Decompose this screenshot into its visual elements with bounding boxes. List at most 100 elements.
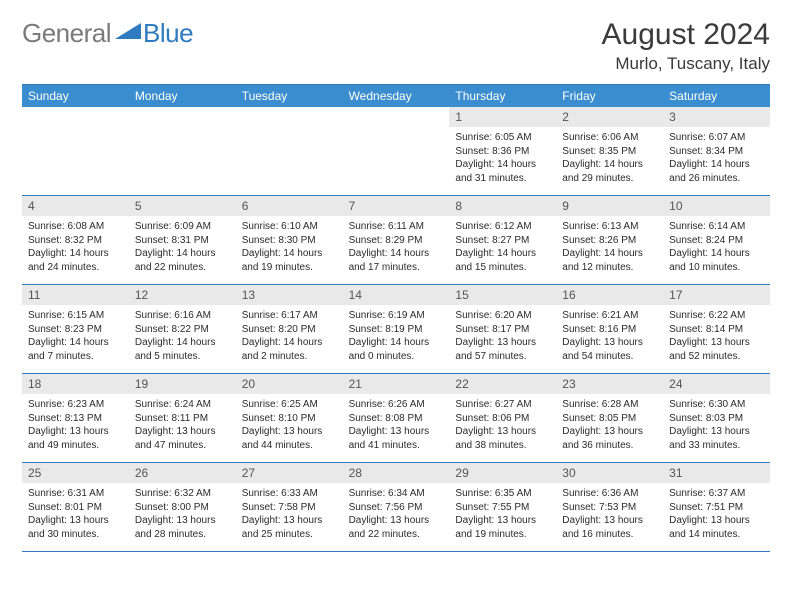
day-details: Sunrise: 6:10 AMSunset: 8:30 PMDaylight:… xyxy=(236,216,343,284)
day-number: 17 xyxy=(663,285,770,305)
day-details: Sunrise: 6:08 AMSunset: 8:32 PMDaylight:… xyxy=(22,216,129,284)
day-details: Sunrise: 6:23 AMSunset: 8:13 PMDaylight:… xyxy=(22,394,129,462)
day-details: Sunrise: 6:09 AMSunset: 8:31 PMDaylight:… xyxy=(129,216,236,284)
day-number: 18 xyxy=(22,374,129,394)
calendar-day-cell: 26Sunrise: 6:32 AMSunset: 8:00 PMDayligh… xyxy=(129,463,236,551)
calendar-day-cell: 27Sunrise: 6:33 AMSunset: 7:58 PMDayligh… xyxy=(236,463,343,551)
calendar-day-cell: 3Sunrise: 6:07 AMSunset: 8:34 PMDaylight… xyxy=(663,107,770,195)
calendar-page: General Blue August 2024 Murlo, Tuscany,… xyxy=(0,0,792,570)
calendar-day-cell: 17Sunrise: 6:22 AMSunset: 8:14 PMDayligh… xyxy=(663,285,770,373)
calendar-day-cell: 30Sunrise: 6:36 AMSunset: 7:53 PMDayligh… xyxy=(556,463,663,551)
calendar-day-cell xyxy=(129,107,236,195)
day-number: 9 xyxy=(556,196,663,216)
weekday-header-row: SundayMondayTuesdayWednesdayThursdayFrid… xyxy=(22,85,770,107)
day-number: 30 xyxy=(556,463,663,483)
day-details: Sunrise: 6:28 AMSunset: 8:05 PMDaylight:… xyxy=(556,394,663,462)
day-number: 10 xyxy=(663,196,770,216)
day-details: Sunrise: 6:14 AMSunset: 8:24 PMDaylight:… xyxy=(663,216,770,284)
day-number: 11 xyxy=(22,285,129,305)
day-number: 20 xyxy=(236,374,343,394)
calendar-day-cell: 2Sunrise: 6:06 AMSunset: 8:35 PMDaylight… xyxy=(556,107,663,195)
calendar-week-row: 25Sunrise: 6:31 AMSunset: 8:01 PMDayligh… xyxy=(22,463,770,552)
calendar-day-cell: 7Sunrise: 6:11 AMSunset: 8:29 PMDaylight… xyxy=(343,196,450,284)
calendar-day-cell: 5Sunrise: 6:09 AMSunset: 8:31 PMDaylight… xyxy=(129,196,236,284)
day-number: 21 xyxy=(343,374,450,394)
day-number: 5 xyxy=(129,196,236,216)
calendar-day-cell: 21Sunrise: 6:26 AMSunset: 8:08 PMDayligh… xyxy=(343,374,450,462)
day-details: Sunrise: 6:24 AMSunset: 8:11 PMDaylight:… xyxy=(129,394,236,462)
calendar-day-cell: 22Sunrise: 6:27 AMSunset: 8:06 PMDayligh… xyxy=(449,374,556,462)
title-block: August 2024 Murlo, Tuscany, Italy xyxy=(602,18,770,74)
day-details: Sunrise: 6:16 AMSunset: 8:22 PMDaylight:… xyxy=(129,305,236,373)
day-details: Sunrise: 6:20 AMSunset: 8:17 PMDaylight:… xyxy=(449,305,556,373)
day-details: Sunrise: 6:15 AMSunset: 8:23 PMDaylight:… xyxy=(22,305,129,373)
calendar-day-cell: 1Sunrise: 6:05 AMSunset: 8:36 PMDaylight… xyxy=(449,107,556,195)
day-number: 7 xyxy=(343,196,450,216)
day-details: Sunrise: 6:07 AMSunset: 8:34 PMDaylight:… xyxy=(663,127,770,195)
weekday-header: Wednesday xyxy=(343,85,450,107)
weekday-header: Thursday xyxy=(449,85,556,107)
month-title: August 2024 xyxy=(602,18,770,52)
brand-text-blue: Blue xyxy=(143,18,193,49)
calendar-day-cell: 24Sunrise: 6:30 AMSunset: 8:03 PMDayligh… xyxy=(663,374,770,462)
day-number: 1 xyxy=(449,107,556,127)
day-details: Sunrise: 6:33 AMSunset: 7:58 PMDaylight:… xyxy=(236,483,343,551)
day-details: Sunrise: 6:34 AMSunset: 7:56 PMDaylight:… xyxy=(343,483,450,551)
day-details: Sunrise: 6:36 AMSunset: 7:53 PMDaylight:… xyxy=(556,483,663,551)
calendar-day-cell xyxy=(22,107,129,195)
calendar-day-cell: 28Sunrise: 6:34 AMSunset: 7:56 PMDayligh… xyxy=(343,463,450,551)
day-number: 24 xyxy=(663,374,770,394)
calendar-day-cell: 4Sunrise: 6:08 AMSunset: 8:32 PMDaylight… xyxy=(22,196,129,284)
day-details: Sunrise: 6:31 AMSunset: 8:01 PMDaylight:… xyxy=(22,483,129,551)
calendar-day-cell xyxy=(236,107,343,195)
day-number: 25 xyxy=(22,463,129,483)
day-number: 8 xyxy=(449,196,556,216)
day-number: 22 xyxy=(449,374,556,394)
day-number: 26 xyxy=(129,463,236,483)
weekday-header: Tuesday xyxy=(236,85,343,107)
calendar-day-cell: 8Sunrise: 6:12 AMSunset: 8:27 PMDaylight… xyxy=(449,196,556,284)
day-number: 14 xyxy=(343,285,450,305)
calendar-day-cell: 10Sunrise: 6:14 AMSunset: 8:24 PMDayligh… xyxy=(663,196,770,284)
calendar-week-row: 4Sunrise: 6:08 AMSunset: 8:32 PMDaylight… xyxy=(22,196,770,285)
weekday-header: Saturday xyxy=(663,85,770,107)
day-details: Sunrise: 6:19 AMSunset: 8:19 PMDaylight:… xyxy=(343,305,450,373)
calendar-week-row: 1Sunrise: 6:05 AMSunset: 8:36 PMDaylight… xyxy=(22,107,770,196)
brand-logo: General Blue xyxy=(22,18,193,49)
weekday-header: Friday xyxy=(556,85,663,107)
day-details: Sunrise: 6:12 AMSunset: 8:27 PMDaylight:… xyxy=(449,216,556,284)
calendar-day-cell: 23Sunrise: 6:28 AMSunset: 8:05 PMDayligh… xyxy=(556,374,663,462)
day-details: Sunrise: 6:27 AMSunset: 8:06 PMDaylight:… xyxy=(449,394,556,462)
day-number: 29 xyxy=(449,463,556,483)
calendar-day-cell: 29Sunrise: 6:35 AMSunset: 7:55 PMDayligh… xyxy=(449,463,556,551)
day-details: Sunrise: 6:37 AMSunset: 7:51 PMDaylight:… xyxy=(663,483,770,551)
calendar-grid: SundayMondayTuesdayWednesdayThursdayFrid… xyxy=(22,84,770,552)
calendar-day-cell: 31Sunrise: 6:37 AMSunset: 7:51 PMDayligh… xyxy=(663,463,770,551)
header: General Blue August 2024 Murlo, Tuscany,… xyxy=(22,18,770,74)
day-details: Sunrise: 6:11 AMSunset: 8:29 PMDaylight:… xyxy=(343,216,450,284)
calendar-day-cell: 20Sunrise: 6:25 AMSunset: 8:10 PMDayligh… xyxy=(236,374,343,462)
calendar-day-cell: 25Sunrise: 6:31 AMSunset: 8:01 PMDayligh… xyxy=(22,463,129,551)
day-details: Sunrise: 6:05 AMSunset: 8:36 PMDaylight:… xyxy=(449,127,556,195)
day-details: Sunrise: 6:17 AMSunset: 8:20 PMDaylight:… xyxy=(236,305,343,373)
calendar-day-cell: 12Sunrise: 6:16 AMSunset: 8:22 PMDayligh… xyxy=(129,285,236,373)
brand-triangle-icon xyxy=(115,21,141,46)
day-details: Sunrise: 6:25 AMSunset: 8:10 PMDaylight:… xyxy=(236,394,343,462)
weekday-header: Sunday xyxy=(22,85,129,107)
day-number: 27 xyxy=(236,463,343,483)
location: Murlo, Tuscany, Italy xyxy=(602,54,770,74)
brand-text-general: General xyxy=(22,18,111,49)
day-number: 6 xyxy=(236,196,343,216)
day-number: 23 xyxy=(556,374,663,394)
day-number: 3 xyxy=(663,107,770,127)
day-details: Sunrise: 6:35 AMSunset: 7:55 PMDaylight:… xyxy=(449,483,556,551)
day-number: 31 xyxy=(663,463,770,483)
day-details: Sunrise: 6:22 AMSunset: 8:14 PMDaylight:… xyxy=(663,305,770,373)
day-number: 28 xyxy=(343,463,450,483)
calendar-day-cell: 15Sunrise: 6:20 AMSunset: 8:17 PMDayligh… xyxy=(449,285,556,373)
day-number: 16 xyxy=(556,285,663,305)
calendar-day-cell: 13Sunrise: 6:17 AMSunset: 8:20 PMDayligh… xyxy=(236,285,343,373)
calendar-day-cell: 6Sunrise: 6:10 AMSunset: 8:30 PMDaylight… xyxy=(236,196,343,284)
calendar-day-cell: 11Sunrise: 6:15 AMSunset: 8:23 PMDayligh… xyxy=(22,285,129,373)
day-number: 15 xyxy=(449,285,556,305)
